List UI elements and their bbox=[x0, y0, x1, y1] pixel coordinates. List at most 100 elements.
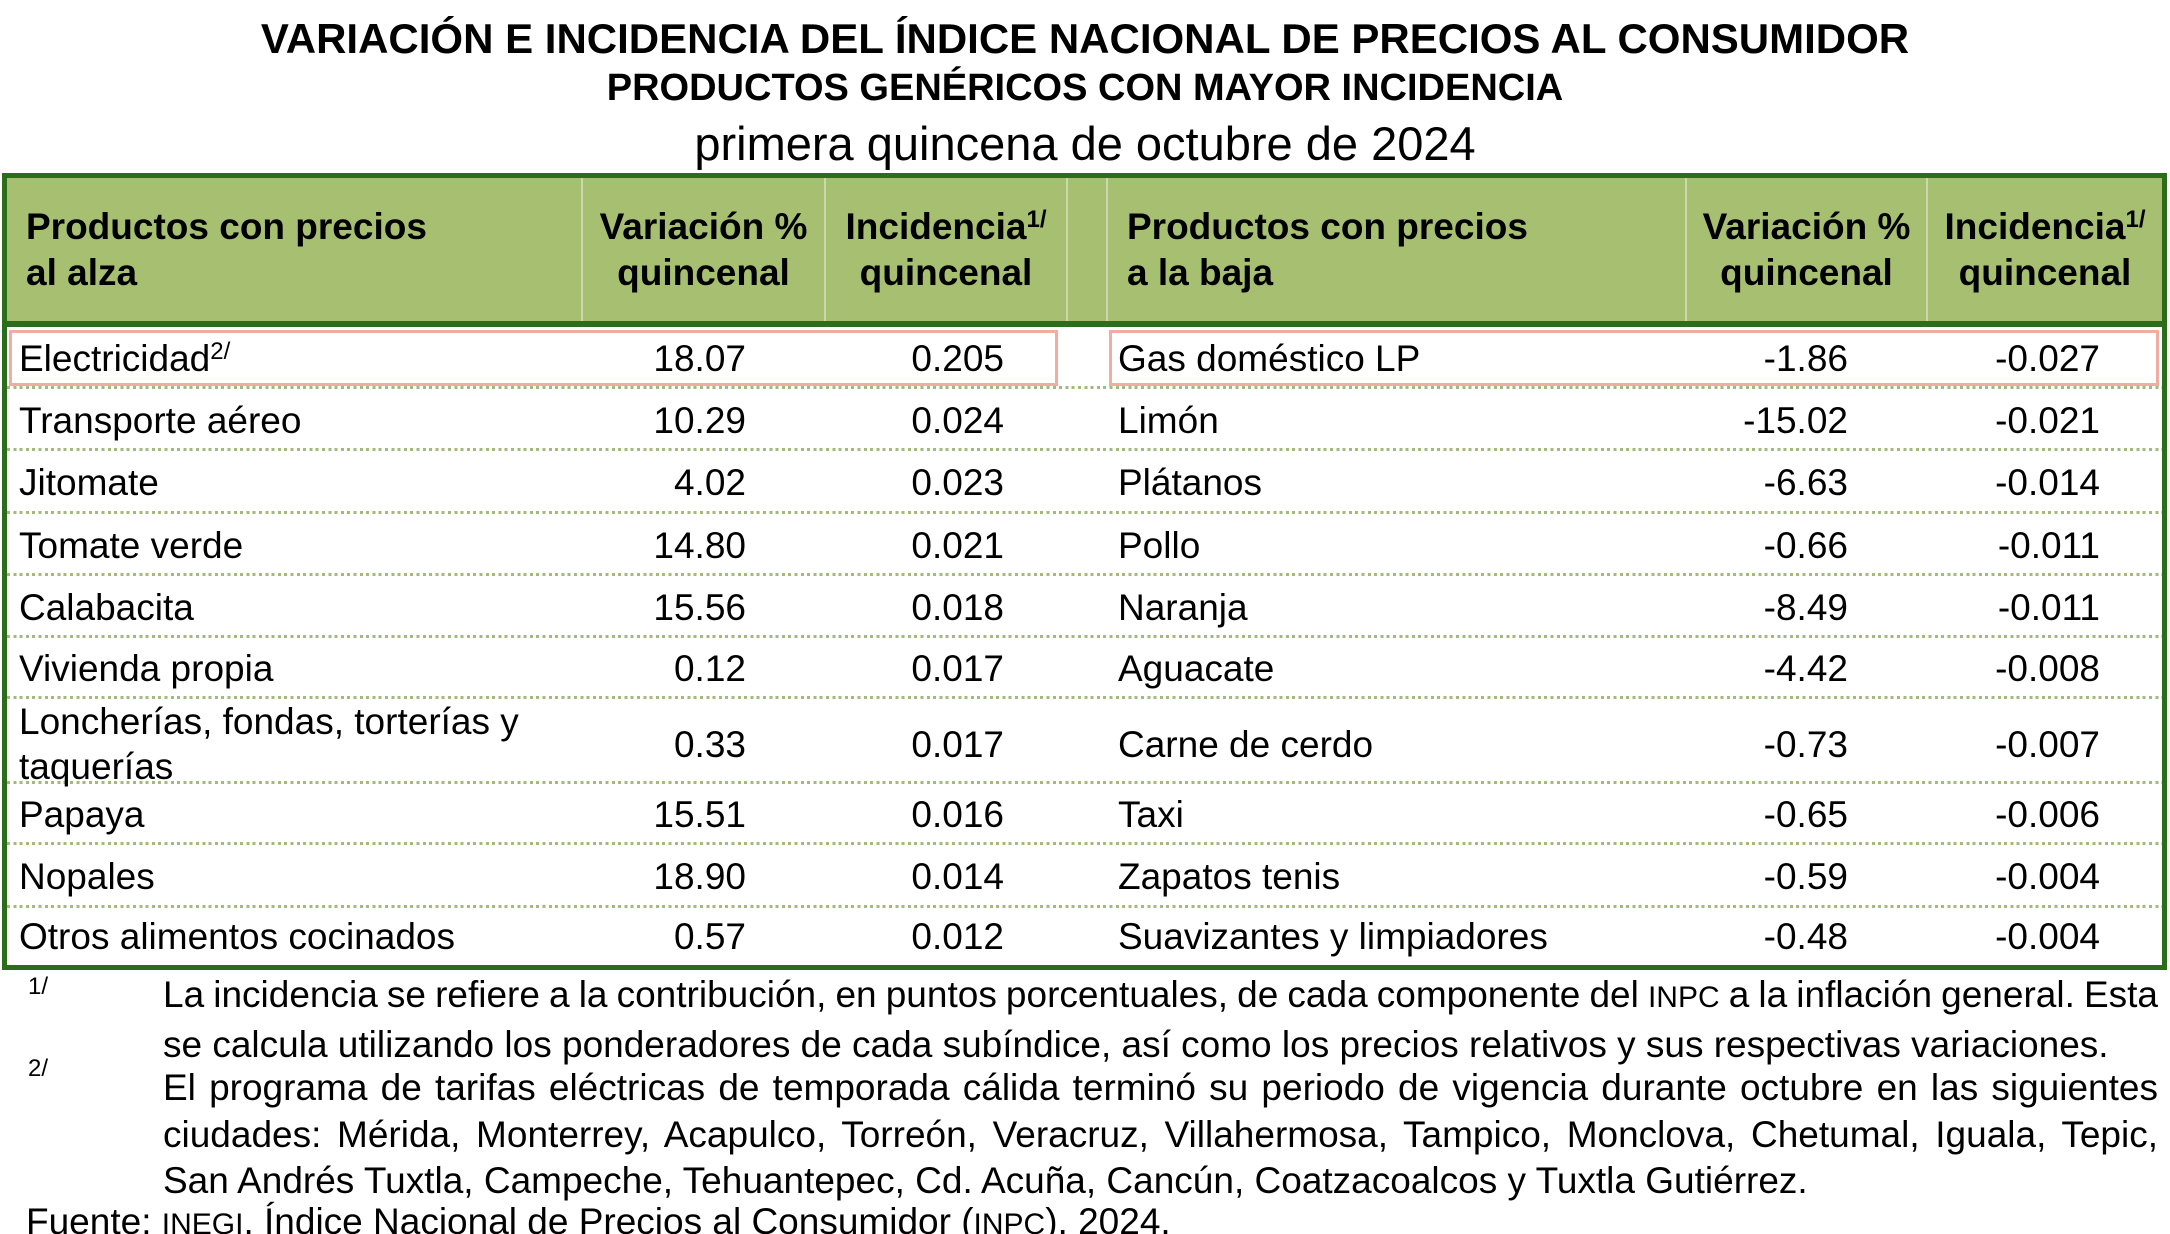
cell-gap-6 bbox=[1066, 638, 1106, 699]
cell-down-variation-2: -15.02 bbox=[1743, 399, 1848, 441]
cell-up-incidence-10: 0.012 bbox=[911, 916, 1004, 957]
text-segment: ), 2024. bbox=[1045, 1201, 1171, 1234]
header-incidence-down-word: Incidencia bbox=[1944, 205, 2126, 247]
header-variation-down-line2: quincenal bbox=[1720, 251, 1893, 293]
cell-up-incidence-5: 0.018 bbox=[911, 586, 1004, 628]
cell-down-variation-3: -6.63 bbox=[1763, 462, 1848, 503]
text-segment: . Índice Nacional de Precios al Consumid… bbox=[243, 1201, 974, 1234]
cell-up-variation-7: 0.33 bbox=[673, 723, 746, 765]
cell-gap-5 bbox=[1066, 576, 1106, 638]
product-name: Calabacita bbox=[19, 586, 194, 628]
cell-down-incidence-8: -0.006 bbox=[1995, 794, 2100, 835]
product-name: Limón bbox=[1118, 399, 1219, 441]
cell-up-name-8: Papaya bbox=[7, 784, 581, 845]
cell-up-incidence-1: 0.205 bbox=[911, 337, 1004, 379]
product-name: Transporte aéreo bbox=[19, 399, 302, 441]
cell-down-variation-6: -4.42 bbox=[1763, 648, 1848, 689]
cell-up-name-3: Jitomate bbox=[7, 451, 581, 514]
smallcaps-acronym: INPC bbox=[1647, 981, 1720, 1014]
cell-down-name-1: Gas doméstico LP bbox=[1106, 327, 1685, 389]
header-incidence-down-line1: Incidencia1/ bbox=[1945, 204, 2146, 250]
cell-down-incidence-9: -0.004 bbox=[1995, 856, 2100, 897]
period-title: primera quincena de octubre de 2024 bbox=[694, 117, 1476, 170]
header-variation-up-line2: quincenal bbox=[617, 251, 790, 293]
text-segment: El programa de tarifas eléctricas de tem… bbox=[163, 1067, 2158, 1108]
text-segment: se calcula utilizando los ponderadores d… bbox=[163, 1023, 2109, 1065]
cell-gap-2 bbox=[1066, 389, 1106, 451]
cell-down-incidence-5: -0.011 bbox=[1997, 586, 2100, 628]
cell-up-incidence-6: 0.017 bbox=[911, 648, 1004, 689]
table-row-3: Jitomate 4.02 0.023 Plátanos -6.63 -0.014 bbox=[7, 451, 2162, 514]
cell-down-incidence-10: -0.004 bbox=[1995, 916, 2100, 957]
main-title: VARIACIÓN E INCIDENCIA DEL ÍNDICE NACION… bbox=[260, 15, 1910, 62]
cell-down-incidence-7: -0.007 bbox=[1995, 723, 2100, 765]
product-name: Pollo bbox=[1118, 524, 1201, 566]
cell-down-name-10: Suavizantes y limpiadores bbox=[1106, 908, 1685, 965]
cell-gap-3 bbox=[1066, 451, 1106, 514]
product-name: Electricidad2/ bbox=[19, 337, 231, 379]
cell-down-incidence-6: -0.008 bbox=[1995, 648, 2100, 689]
text-segment: a la inflación general. Esta bbox=[1719, 974, 2158, 1015]
header-variation-down-line1: Variación % bbox=[1702, 205, 1911, 247]
cell-up-name-2: Transporte aéreo bbox=[7, 389, 581, 451]
cell-gap-1 bbox=[1066, 327, 1106, 389]
product-name: Tomate verde bbox=[19, 524, 244, 566]
cell-gap-4 bbox=[1066, 514, 1106, 576]
cell-up-name-1: Electricidad2/ bbox=[7, 327, 581, 389]
cell-up-variation-4: 14.80 bbox=[653, 524, 746, 566]
cell-up-name-5: Calabacita bbox=[7, 576, 581, 638]
product-name: Zapatos tenis bbox=[1118, 856, 1341, 897]
header-products-down: Productos con precios a la baja bbox=[1106, 178, 1685, 321]
table-row-8: Papaya 15.51 0.016 Taxi -0.65 -0.006 bbox=[7, 784, 2162, 845]
incidence-footnote-sup-up: 1/ bbox=[1026, 205, 1047, 233]
cell-up-variation-1: 18.07 bbox=[653, 337, 746, 379]
header-products-down-line1: Productos con precios bbox=[1127, 205, 1528, 247]
product-name: Taxi bbox=[1118, 794, 1184, 835]
cell-up-incidence-2: 0.024 bbox=[911, 399, 1004, 441]
header-products-down-line2: a la baja bbox=[1127, 251, 1274, 293]
footnote-1-line-2: se calcula utilizando los ponderadores d… bbox=[163, 1022, 2158, 1069]
cell-up-name-7: Loncherías, fondas, torterías y taquería… bbox=[7, 699, 581, 789]
cell-down-name-4: Pollo bbox=[1106, 514, 1685, 576]
cell-down-name-7: Carne de cerdo bbox=[1106, 699, 1685, 789]
source-line: Fuente: INEGI. Índice Nacional de Precio… bbox=[26, 1199, 2126, 1234]
header-gap bbox=[1066, 178, 1106, 321]
cell-up-name-10: Otros alimentos cocinados bbox=[7, 908, 581, 965]
footnote-2-line-1: El programa de tarifas eléctricas de tem… bbox=[163, 1065, 2158, 1112]
cell-down-name-8: Taxi bbox=[1106, 784, 1685, 845]
cell-up-name-9: Nopales bbox=[7, 845, 581, 908]
cell-gap-10 bbox=[1066, 908, 1106, 965]
cell-down-name-6: Aguacate bbox=[1106, 638, 1685, 699]
cell-down-name-9: Zapatos tenis bbox=[1106, 845, 1685, 908]
header-incidence-up-word: Incidencia bbox=[845, 205, 1027, 247]
cell-down-variation-1: -1.86 bbox=[1763, 337, 1848, 379]
product-name: Nopales bbox=[19, 856, 155, 897]
product-footnote-sup: 2/ bbox=[210, 337, 231, 365]
text-segment: ciudades: Mérida, Monterrey, Acapulco, T… bbox=[163, 1113, 2158, 1155]
table-row-10: Otros alimentos cocinados 0.57 0.012 Suaviz… bbox=[7, 908, 2162, 965]
header-incidence-up: Incidencia1/ quincenal bbox=[824, 178, 1066, 321]
product-name: Plátanos bbox=[1118, 462, 1262, 503]
header-incidence-up-line1: Incidencia1/ bbox=[846, 204, 1047, 250]
table-row-6: Vivienda propia 0.12 0.017 Aguacate -4.42 -0.… bbox=[7, 638, 2162, 699]
cell-gap-8 bbox=[1066, 784, 1106, 845]
cell-down-variation-8: -0.65 bbox=[1763, 794, 1848, 835]
cell-up-variation-6: 0.12 bbox=[673, 648, 746, 689]
cell-down-name-2: Limón bbox=[1106, 389, 1685, 451]
footnote-2-line-3: San Andrés Tuxtla, Campeche, Tehuantepec… bbox=[163, 1158, 2158, 1205]
product-name: Vivienda propia bbox=[19, 648, 274, 689]
table-row-5: Calabacita 15.56 0.018 Naranja -8.49 -0.011 bbox=[7, 576, 2162, 638]
cell-up-variation-8: 15.51 bbox=[653, 794, 746, 835]
table-row-4: Tomate verde 14.80 0.021 Pollo -0.66 -0.011 bbox=[7, 514, 2162, 576]
product-name: Loncherías, fondas, torterías y taquería… bbox=[19, 701, 519, 787]
cell-down-variation-5: -8.49 bbox=[1763, 586, 1848, 628]
cell-down-variation-4: -0.66 bbox=[1763, 524, 1848, 566]
header-products-up-line1: Productos con precios bbox=[26, 205, 427, 247]
table-body: Electricidad2/18.07 0.205 Gas doméstico LP… bbox=[7, 327, 2162, 965]
subtitle: PRODUCTOS GENÉRICOS CON MAYOR INCIDENCIA bbox=[606, 67, 1564, 109]
footnote-marker-1: 1/ bbox=[28, 973, 49, 1000]
cell-down-variation-7: -0.73 bbox=[1763, 723, 1848, 765]
text-segment: La incidencia se refiere a la contribuci… bbox=[163, 974, 1648, 1015]
table-row-2: Transporte aéreo 10.29 0.024 Limón -15.02 -0.… bbox=[7, 389, 2162, 451]
